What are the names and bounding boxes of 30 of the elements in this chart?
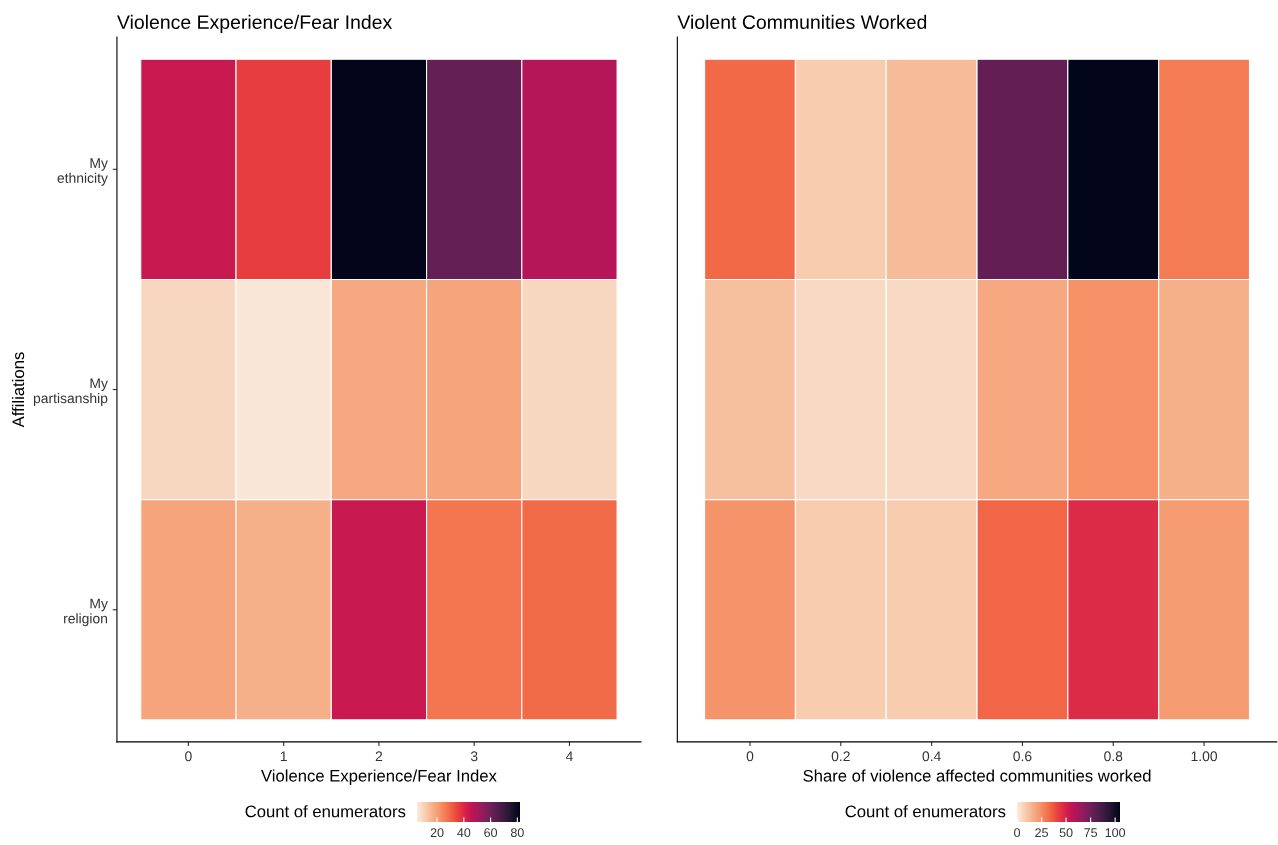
x-axis-title: Share of violence affected communities worked <box>803 769 1151 782</box>
chart-title: Violent Communities Worked <box>677 14 927 30</box>
x-tick-label: 0.4 <box>922 751 941 762</box>
x-tick-label: 0 <box>185 751 192 762</box>
x-tick-label: 0.8 <box>1104 751 1123 762</box>
color-bar-label: 80 <box>510 828 524 838</box>
x-tick-label: 0 <box>746 751 754 762</box>
x-tick-label: 1.00 <box>1191 751 1218 762</box>
y-tick-label: My religion <box>64 598 108 627</box>
y-tick-label: My ethnicity <box>57 158 108 186</box>
x-tick-label: 3 <box>470 751 478 762</box>
color-bar-label: 0 <box>1014 828 1021 838</box>
x-tick-label: 0.6 <box>1013 751 1032 762</box>
y-axis-title: Affiliations <box>11 352 25 428</box>
x-tick-label: 4 <box>565 751 573 761</box>
color-bar-label: 40 <box>457 828 471 838</box>
color-bar-label: 100 <box>1105 828 1126 838</box>
y-tick-label: My partisanship <box>33 378 108 406</box>
color-bar-title: Count of enumerators <box>845 805 1006 818</box>
color-bar-label: 25 <box>1035 828 1048 838</box>
x-tick-label: 0.2 <box>831 751 850 762</box>
x-tick-label: 2 <box>375 751 383 761</box>
x-tick-label: 1 <box>280 751 287 761</box>
color-bar-label: 50 <box>1059 828 1073 838</box>
x-axis-title: Violence Experience/Fear Index <box>261 769 497 785</box>
chart-title: Violence Experience/Fear Index <box>117 14 393 33</box>
color-bar-label: 75 <box>1084 828 1098 838</box>
color-bar-title: Count of enumerators <box>245 805 406 818</box>
color-bar-label: 20 <box>430 828 444 838</box>
color-bar-label: 60 <box>484 828 498 838</box>
